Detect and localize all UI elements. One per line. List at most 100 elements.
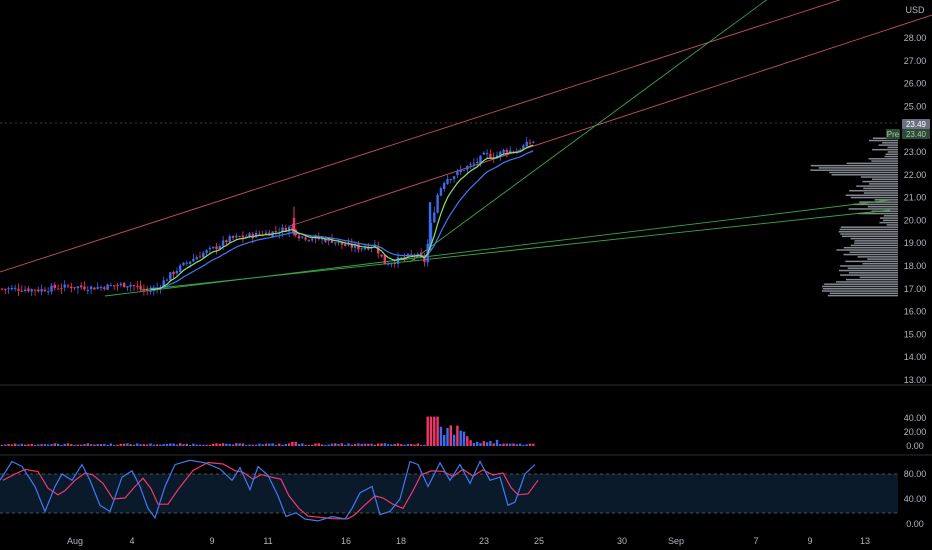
trendline-red-mid	[289, 14, 932, 227]
candle-body	[377, 245, 380, 254]
time-tick-label: 7	[753, 536, 758, 546]
volume-profile-bar	[859, 276, 898, 279]
price-tick-label: 14.00	[904, 352, 927, 362]
volume-bar	[149, 443, 152, 446]
candle-body	[390, 263, 393, 265]
volume-profile-bar	[827, 294, 898, 297]
candle-body	[33, 289, 37, 291]
candle-body	[126, 286, 129, 288]
candle-body	[380, 254, 383, 257]
candle-body	[179, 265, 182, 272]
volume-bar	[175, 444, 179, 446]
candle-body	[311, 239, 314, 241]
candle-body	[502, 149, 505, 153]
candle-body	[254, 232, 258, 238]
candle-body	[248, 233, 251, 237]
pre-price-badge	[902, 129, 930, 139]
volume-profile-bar	[872, 148, 898, 151]
price-axis[interactable]: USD 28.0027.0026.0025.0024.0023.0022.002…	[886, 5, 930, 385]
volume-profile-bar	[824, 283, 898, 285]
price-tick-label: 28.00	[904, 33, 927, 43]
volume-profile-bar	[841, 235, 898, 238]
stochastic-panel[interactable]: 80.00 40.00 0.00	[0, 459, 926, 529]
volume-bar	[469, 440, 472, 446]
candle-body	[70, 286, 73, 289]
volume-bar	[89, 444, 93, 446]
candle-body	[476, 161, 479, 163]
stoch-tick-label: 0.00	[906, 519, 924, 529]
volume-profile-bar	[845, 260, 898, 263]
time-tick-label: 13	[860, 536, 870, 546]
price-panel[interactable]	[0, 0, 932, 297]
candle-body	[10, 287, 14, 290]
candle-body	[221, 240, 225, 246]
candle-body	[353, 244, 357, 248]
price-tick-label: 15.00	[904, 329, 927, 339]
time-tick-label: 16	[341, 536, 351, 546]
volume-bar	[390, 444, 393, 446]
volume-bar	[73, 444, 76, 446]
volume-profile-bar	[849, 189, 898, 192]
volume-bar	[449, 425, 452, 446]
volume-profile-bar	[838, 231, 898, 233]
candle-body	[23, 289, 27, 291]
candle-body	[76, 286, 80, 289]
candle-body	[320, 238, 324, 240]
volume-bar	[413, 444, 416, 446]
volume-bar	[472, 443, 476, 446]
volume-bar	[119, 443, 122, 446]
volume-profile-bar	[871, 178, 898, 181]
volume-profile-bar	[867, 258, 898, 260]
candle-body	[218, 246, 221, 250]
candle-body	[307, 239, 311, 241]
volume-bar	[522, 444, 525, 446]
time-axis[interactable]: Aug 4 9 11 16 18 23 25 30 Sep 7 9 13	[67, 536, 870, 546]
volume-bar	[4, 444, 7, 446]
candle-body	[53, 284, 56, 289]
candle-body	[482, 152, 485, 155]
candle-body	[185, 262, 188, 264]
candle-body	[324, 238, 327, 242]
volume-bar	[512, 443, 515, 446]
volume-bar	[103, 443, 106, 446]
volume-profile-bar	[868, 158, 898, 160]
volume-bar	[311, 444, 314, 446]
candle-body	[20, 290, 23, 292]
candle-body	[106, 284, 109, 290]
price-tick-label: 27.00	[904, 56, 927, 66]
volume-bar	[268, 443, 271, 446]
volume-bar	[416, 443, 419, 446]
volume-bar	[505, 443, 509, 446]
volume-profile-bar	[863, 192, 898, 194]
volume-bar	[350, 444, 353, 446]
volume-bar	[327, 444, 330, 446]
candle-body	[83, 286, 86, 290]
volume-profile-bar	[829, 292, 898, 295]
volume-bar	[7, 443, 10, 446]
candle-body	[119, 283, 122, 286]
candle-body	[162, 280, 165, 288]
volume-profile-bar	[821, 290, 898, 292]
volume-bar	[482, 441, 485, 446]
candle-body	[109, 285, 113, 287]
volume-profile-bar	[882, 142, 898, 144]
candle-body	[452, 176, 456, 180]
candle-body	[347, 243, 350, 246]
stoch-d-line	[2, 461, 539, 520]
candle-body	[334, 242, 337, 244]
volume-profile-bar	[847, 267, 898, 269]
time-tick-label: 25	[534, 536, 544, 546]
volume-profile-bar	[840, 274, 898, 276]
candle-body	[60, 288, 63, 290]
volume-tick-label: 20.00	[904, 427, 927, 437]
volume-bar	[20, 443, 23, 446]
volume-panel[interactable]: 40.00 20.00 0.00	[0, 413, 927, 451]
candle-body	[43, 289, 47, 292]
volume-bar	[126, 443, 129, 446]
volume-bar	[0, 444, 4, 446]
candle-body	[14, 287, 17, 289]
volume-bar	[528, 443, 532, 446]
volume-bar	[357, 443, 360, 446]
candle-body	[466, 166, 469, 170]
